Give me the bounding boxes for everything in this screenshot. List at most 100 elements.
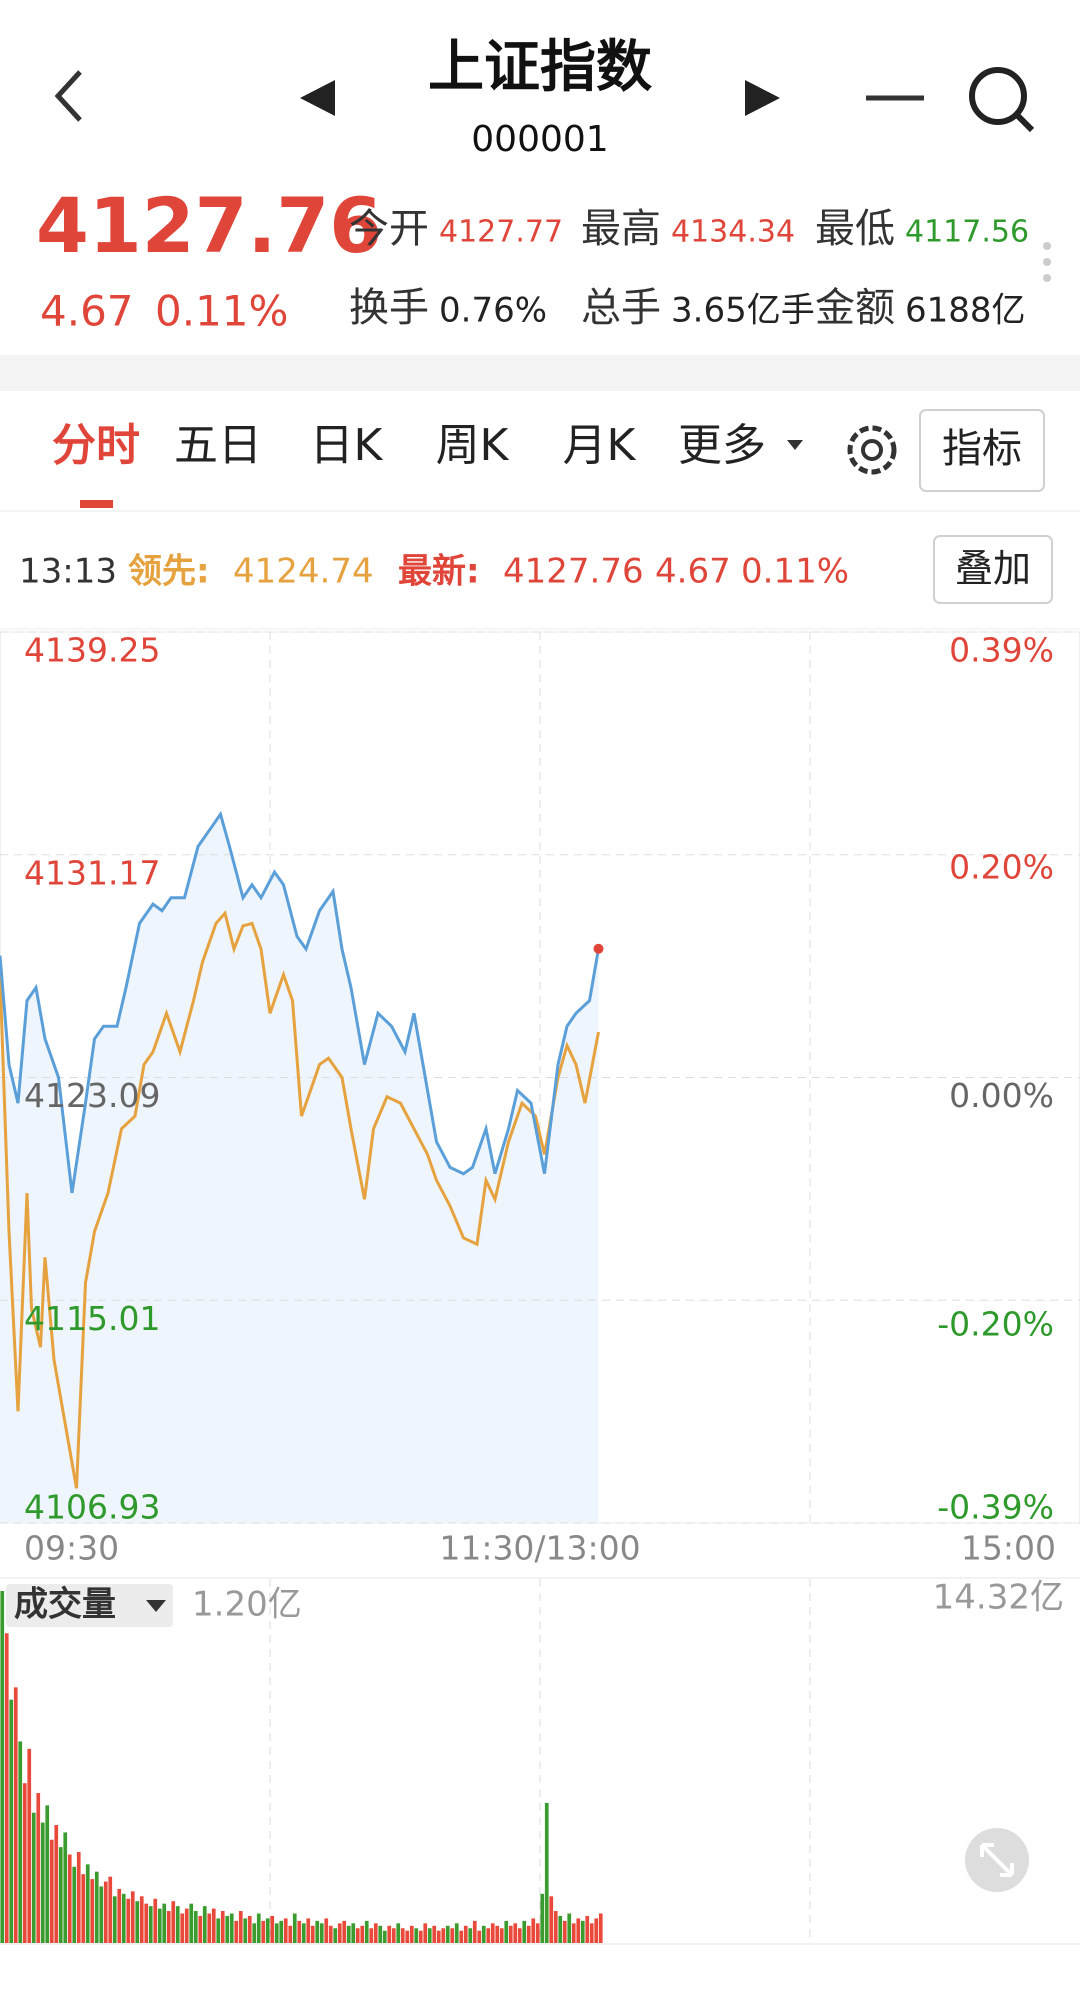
- overlay-button[interactable]: [933, 535, 1053, 604]
- volume-bar: [495, 1925, 500, 1943]
- volume-bar: [508, 1925, 513, 1943]
- volume-bar: [229, 1913, 234, 1943]
- volume-bar: [238, 1911, 243, 1943]
- volume-bar: [90, 1879, 95, 1943]
- dot: [1043, 258, 1051, 266]
- tabs: 分时 五日 日K 周K 月K 更多: [52, 420, 766, 471]
- volume-bar: [72, 1866, 77, 1943]
- price: 4127.76: [36, 181, 382, 270]
- volume-bar: [180, 1913, 185, 1943]
- volume-bar: [490, 1923, 495, 1943]
- latest-point: [593, 943, 604, 954]
- tab[interactable]: 五日: [174, 420, 262, 471]
- volume-bar: [189, 1903, 194, 1943]
- volume-bar: [310, 1925, 315, 1943]
- volume-bar: [108, 1876, 113, 1943]
- volume-bar: [198, 1915, 203, 1943]
- volume-bar: [58, 1847, 63, 1943]
- volume-bar: [337, 1923, 342, 1943]
- next-button[interactable]: [745, 80, 780, 116]
- volume-bar: [283, 1918, 288, 1943]
- volume-bar: [400, 1928, 405, 1943]
- search-button[interactable]: [969, 67, 1035, 133]
- volume-bar: [216, 1918, 221, 1943]
- y-tick-label: 4106.93: [24, 1488, 160, 1527]
- volume-bar: [549, 1896, 554, 1943]
- volume-bar: [567, 1913, 572, 1943]
- expand-button[interactable]: [965, 1828, 1029, 1892]
- volume-bar: [162, 1903, 167, 1943]
- volume-bar: [396, 1923, 401, 1943]
- volume-bar: [499, 1928, 504, 1943]
- volume-selector[interactable]: [6, 1584, 173, 1627]
- volume-bar: [387, 1925, 392, 1943]
- volume-bar: [594, 1918, 599, 1943]
- volume-bar: [540, 1893, 545, 1943]
- volume-bar: [576, 1918, 581, 1943]
- volume-bar: [36, 1793, 41, 1943]
- indicator-button[interactable]: [919, 409, 1045, 492]
- tab[interactable]: 更多: [678, 420, 766, 471]
- stat-value: 6188亿: [905, 291, 1026, 331]
- active-tab-indicator: [80, 500, 113, 508]
- volume-bar: [121, 1893, 126, 1943]
- volume-bar: [94, 1871, 99, 1943]
- search-icon: [969, 67, 1027, 125]
- back-button[interactable]: [54, 70, 82, 122]
- dropdown-arrow: [146, 1600, 166, 1612]
- volume-bar: [175, 1906, 180, 1943]
- expand-icon: [980, 1843, 1014, 1877]
- volume-bar: [85, 1864, 90, 1943]
- stat-label: 换手: [349, 285, 429, 331]
- volume-bar: [463, 1925, 468, 1943]
- volume-bar: [378, 1925, 383, 1943]
- volume-bar: [274, 1923, 279, 1943]
- volume-bar: [522, 1920, 527, 1943]
- volume-bar: [333, 1928, 338, 1943]
- volume-bar: [315, 1920, 320, 1943]
- volume-bar: [342, 1920, 347, 1943]
- volume-bar: [382, 1930, 387, 1943]
- volume-bar: [513, 1923, 518, 1943]
- y2-tick-label: 0.39%: [949, 631, 1054, 670]
- stat-label: 今开: [349, 206, 429, 252]
- volume-bar: [76, 1852, 81, 1943]
- volume-bar: [166, 1911, 171, 1943]
- volume-bar: [535, 1923, 540, 1943]
- volume-bar: [355, 1928, 360, 1943]
- lead-label: 领先:: [128, 552, 210, 592]
- tab[interactable]: 分时: [52, 420, 140, 471]
- stat-label: 金额: [815, 285, 895, 331]
- volume-bar: [234, 1920, 239, 1943]
- volume-chart: 成交量 1.20亿 14.32亿: [0, 1578, 1064, 1943]
- current-volume: 1.20亿: [192, 1585, 302, 1625]
- volume-bar: [432, 1925, 437, 1943]
- volume-bar: [247, 1915, 252, 1943]
- volume-bar: [211, 1908, 216, 1943]
- y-tick-label: 4131.17: [24, 853, 160, 892]
- tab[interactable]: 日K: [310, 420, 384, 471]
- volume-bar: [139, 1896, 144, 1943]
- tab[interactable]: 月K: [563, 420, 637, 471]
- volume-bar: [423, 1923, 428, 1943]
- volume-bar: [306, 1918, 311, 1943]
- volume-bar: [252, 1923, 257, 1943]
- stat-value: 0.76%: [439, 291, 547, 331]
- volume-bar: [144, 1903, 149, 1943]
- previous-button[interactable]: [300, 80, 335, 116]
- volume-bar: [153, 1898, 158, 1943]
- settings-button[interactable]: [847, 425, 897, 475]
- tab[interactable]: 周K: [436, 420, 510, 471]
- gear-icon: [861, 439, 883, 461]
- price-area: [0, 814, 599, 1523]
- volume-bar: [477, 1930, 482, 1943]
- price-change-percent: 0.11%: [155, 287, 288, 336]
- more-menu[interactable]: [1043, 242, 1051, 282]
- volume-bar: [193, 1911, 198, 1943]
- volume-bar: [481, 1925, 486, 1943]
- volume-bar: [4, 1633, 9, 1943]
- y-tick-label: 14.32亿: [933, 1578, 1064, 1618]
- volume-bar: [279, 1920, 284, 1943]
- volume-bar: [364, 1920, 369, 1943]
